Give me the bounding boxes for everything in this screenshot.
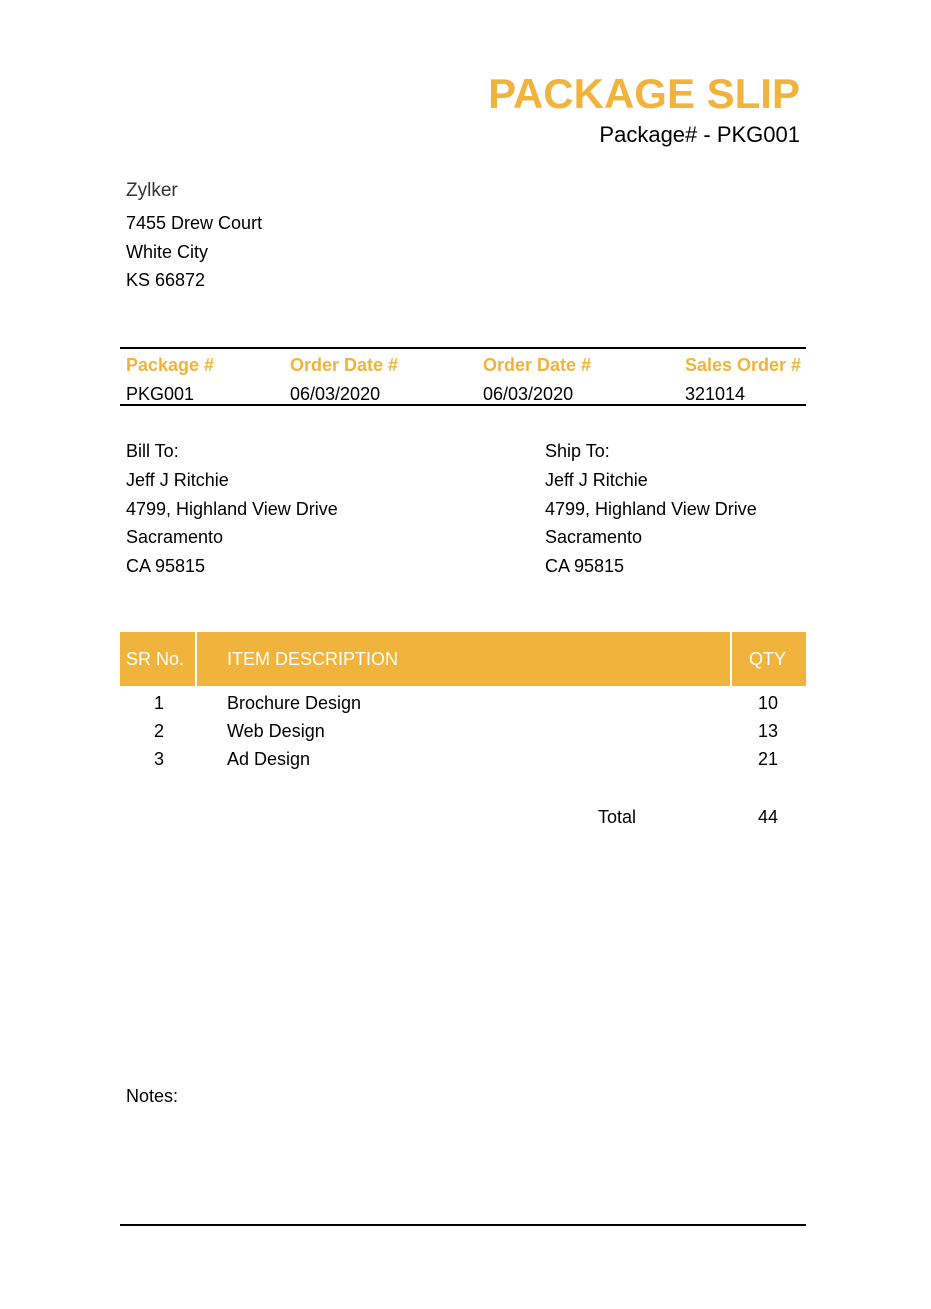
ship-to-line: Sacramento xyxy=(545,527,643,547)
items-table-header: SR No. ITEM DESCRIPTION QTY xyxy=(120,632,806,686)
total-value: 44 xyxy=(758,807,779,827)
row-sr: 2 xyxy=(154,721,165,741)
document-title: PACKAGE SLIP xyxy=(488,70,800,117)
row-qty: 21 xyxy=(758,749,779,769)
package-number: Package# - PKG001 xyxy=(599,122,800,147)
company-address-line: 7455 Drew Court xyxy=(126,213,263,233)
ship-to-label: Ship To: xyxy=(545,441,610,461)
meta-value-package: PKG001 xyxy=(126,384,195,404)
divider xyxy=(120,404,806,406)
meta-value-order-date-2: 06/03/2020 xyxy=(483,384,574,404)
ship-to-line: Jeff J Ritchie xyxy=(545,470,648,490)
row-qty: 10 xyxy=(758,693,779,713)
company-name: Zylker xyxy=(126,180,178,201)
column-separator xyxy=(195,632,197,686)
divider xyxy=(120,347,806,349)
meta-header-order-date-2: Order Date # xyxy=(483,355,592,375)
row-sr: 1 xyxy=(154,693,165,713)
notes-label: Notes: xyxy=(126,1086,179,1106)
meta-header-sales-order: Sales Order # xyxy=(685,355,802,375)
footer-divider xyxy=(120,1224,806,1226)
column-item-description: ITEM DESCRIPTION xyxy=(227,649,399,669)
row-description: Brochure Design xyxy=(227,693,362,713)
bill-to-line: 4799, Highland View Drive xyxy=(126,499,338,519)
bill-to-line: Jeff J Ritchie xyxy=(126,470,229,490)
row-description: Web Design xyxy=(227,721,325,741)
row-qty: 13 xyxy=(758,721,779,741)
column-sr-no: SR No. xyxy=(126,649,185,669)
ship-to-line: CA 95815 xyxy=(545,556,625,576)
column-qty: QTY xyxy=(749,649,787,669)
bill-to-label: Bill To: xyxy=(126,441,179,461)
ship-to-line: 4799, Highland View Drive xyxy=(545,499,757,519)
row-description: Ad Design xyxy=(227,749,311,769)
meta-value-sales-order: 321014 xyxy=(685,384,746,404)
bill-to-line: CA 95815 xyxy=(126,556,206,576)
company-address-line: White City xyxy=(126,242,209,262)
meta-value-order-date: 06/03/2020 xyxy=(290,384,381,404)
company-address-line: KS 66872 xyxy=(126,270,206,290)
meta-header-package: Package # xyxy=(126,355,215,375)
bill-to-line: Sacramento xyxy=(126,527,224,547)
meta-header-order-date: Order Date # xyxy=(290,355,399,375)
column-separator xyxy=(730,632,732,686)
total-label: Total xyxy=(598,807,637,827)
row-sr: 3 xyxy=(154,749,165,769)
